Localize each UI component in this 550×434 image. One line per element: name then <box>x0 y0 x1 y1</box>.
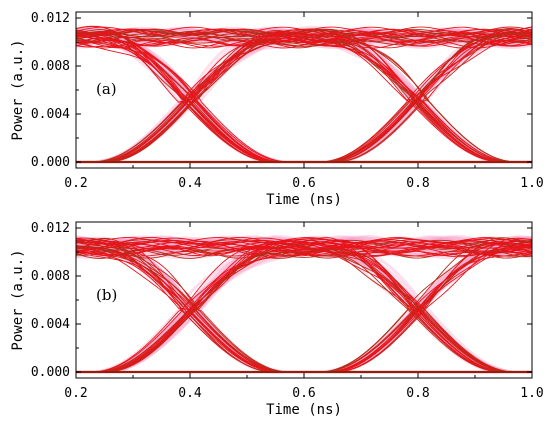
eye-trace <box>76 29 532 163</box>
x-tick-label: 0.6 <box>292 386 315 401</box>
eye-trace <box>76 242 532 373</box>
y-tick-label: 0.000 <box>31 155 70 170</box>
y-tick-label: 0.000 <box>31 365 70 380</box>
eye-diagram-panel-b: 0.2 0.4 0.6 0.8 1.0 0.000 0.004 0.008 0.012 Time … <box>10 221 544 418</box>
x-tick-label: 0.4 <box>178 176 202 191</box>
x-tick-label: 0.6 <box>292 176 315 191</box>
x-axis-label: Time (ns) <box>266 192 342 208</box>
x-tick-label: 0.2 <box>64 176 87 191</box>
eye-trace <box>76 247 532 256</box>
panel-label: (b) <box>96 286 117 304</box>
eye-trace <box>76 39 532 49</box>
eye-trace <box>76 249 532 373</box>
y-tick-label: 0.012 <box>31 221 70 236</box>
y-tick-label: 0.004 <box>31 107 70 122</box>
x-tick-label: 0.8 <box>406 386 429 401</box>
plot-area <box>76 25 532 164</box>
y-tick-label: 0.012 <box>31 11 70 26</box>
y-axis-label: Power (a.u.) <box>10 249 26 350</box>
y-tick-label: 0.004 <box>31 317 70 332</box>
eye-trace <box>76 36 532 163</box>
x-axis-label: Time (ns) <box>266 402 342 418</box>
eye-trace <box>76 26 532 34</box>
x-tick-label: 1.0 <box>520 176 543 191</box>
panel-label: (a) <box>96 80 117 98</box>
y-tick-label: 0.008 <box>31 269 70 284</box>
y-tick-label: 0.008 <box>31 59 70 74</box>
y-axis-label: Power (a.u.) <box>10 39 26 140</box>
plot-area <box>76 234 532 374</box>
eye-diagram-panel-a: 0.2 0.4 0.6 0.8 1.0 0.000 0.004 0.008 0.012 Time … <box>10 11 544 208</box>
eye-trace <box>76 40 532 163</box>
eye-trace <box>76 238 532 373</box>
x-tick-label: 0.4 <box>178 386 202 401</box>
x-tick-label: 1.0 <box>520 386 543 401</box>
eye-trace <box>76 29 532 163</box>
eye-trace-halo <box>76 25 532 164</box>
eye-trace <box>76 243 532 373</box>
eye-trace <box>76 248 532 373</box>
eye-trace <box>76 30 532 163</box>
eye-trace <box>76 36 532 163</box>
x-tick-label: 0.8 <box>406 176 429 191</box>
x-tick-label: 0.2 <box>64 386 87 401</box>
eye-trace <box>76 42 532 163</box>
